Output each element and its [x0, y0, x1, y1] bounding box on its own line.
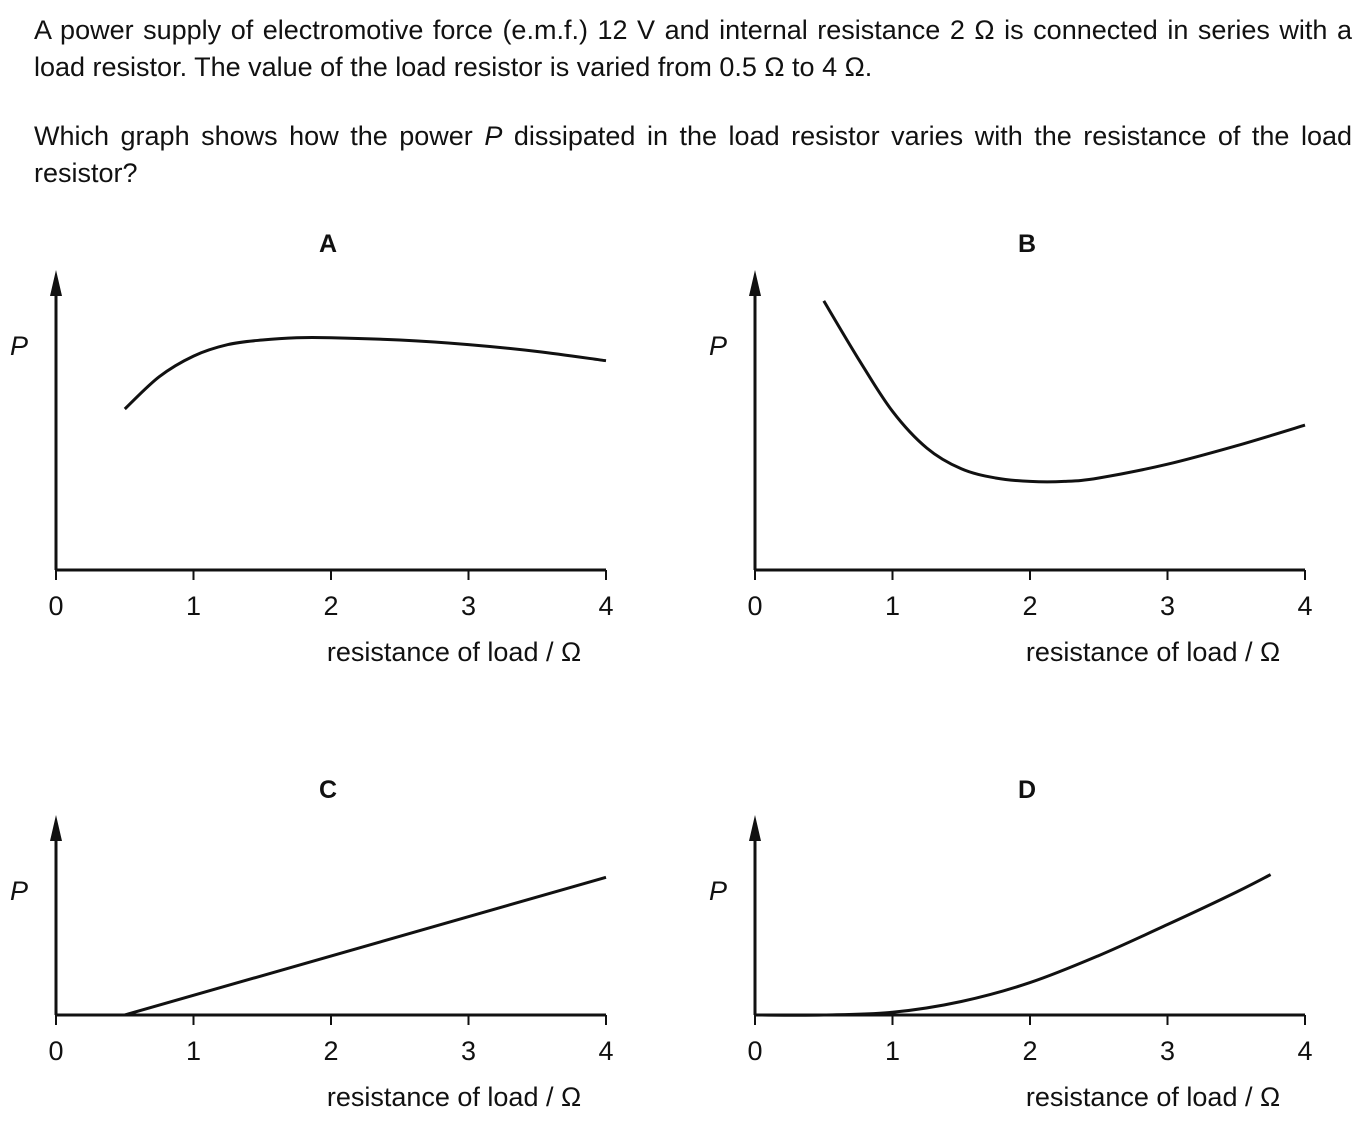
x-tick-label-b-0: 0	[747, 591, 762, 621]
y-axis-title-b: P	[709, 331, 727, 361]
x-tick-label-d-0: 0	[747, 1036, 762, 1066]
x-tick-label-b-1: 1	[885, 591, 900, 621]
x-tick-label-d-3: 3	[1160, 1036, 1175, 1066]
series-line-d	[754, 873, 1272, 1017]
x-axis-title-a: resistance of load / Ω	[327, 637, 581, 667]
x-tick-label-a-2: 2	[323, 591, 338, 621]
question-text: A power supply of electromotive force (e…	[34, 12, 1352, 192]
x-axis-title-c: resistance of load / Ω	[327, 1082, 581, 1112]
x-tick-label-b-2: 2	[1022, 591, 1037, 621]
y-axis-arrow-d	[749, 815, 761, 841]
x-tick-label-a-4: 4	[598, 591, 613, 621]
x-axis-title-d: resistance of load / Ω	[1026, 1082, 1280, 1112]
x-tick-label-d-4: 4	[1297, 1036, 1312, 1066]
x-tick-label-b-4: 4	[1297, 591, 1312, 621]
panel-label-c: C	[319, 776, 337, 804]
series-line-b	[822, 300, 1306, 484]
panel-label-d: D	[1018, 776, 1036, 804]
x-tick-label-a-0: 0	[48, 591, 63, 621]
question-part-2: dissipated in the load resistor varies w…	[34, 121, 1352, 188]
series-line-a	[123, 335, 607, 411]
question-paragraph-1: A power supply of electromotive force (e…	[34, 15, 1352, 82]
x-tick-label-d-2: 2	[1022, 1036, 1037, 1066]
x-tick-label-c-0: 0	[48, 1036, 63, 1066]
y-axis-title-d: P	[709, 876, 727, 906]
x-tick-label-a-3: 3	[461, 591, 476, 621]
y-axis-title-c: P	[10, 876, 28, 906]
x-tick-label-c-4: 4	[598, 1036, 613, 1066]
question-part-1: Which graph shows how the power	[34, 121, 485, 151]
x-tick-label-a-1: 1	[186, 591, 201, 621]
question-paragraph-2: Which graph shows how the power P dissip…	[34, 118, 1352, 192]
x-tick-label-c-2: 2	[323, 1036, 338, 1066]
panel-label-a: A	[319, 230, 337, 258]
y-axis-title-a: P	[10, 331, 28, 361]
x-tick-label-c-1: 1	[186, 1036, 201, 1066]
question-variable-p: P	[484, 121, 503, 151]
y-axis-arrow-b	[749, 270, 761, 296]
x-axis-title-b: resistance of load / Ω	[1026, 637, 1280, 667]
panel-label-b: B	[1018, 230, 1036, 258]
x-tick-label-b-3: 3	[1160, 591, 1175, 621]
y-axis-arrow-c	[50, 815, 62, 841]
series-line-c	[56, 875, 607, 1017]
x-tick-label-d-1: 1	[885, 1036, 900, 1066]
x-tick-label-c-3: 3	[461, 1036, 476, 1066]
y-axis-arrow-a	[50, 270, 62, 296]
